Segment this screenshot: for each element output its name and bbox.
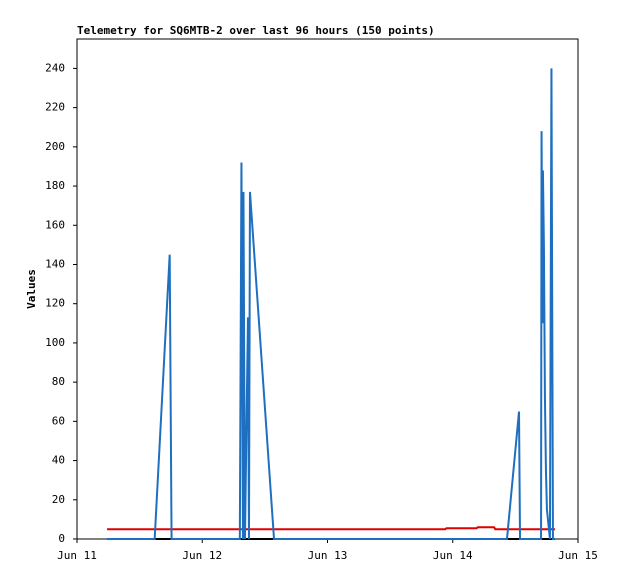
y-tick-label: 20 [52,493,65,506]
y-tick-label: 100 [45,336,65,349]
y-tick-label: 0 [58,532,65,545]
plot-frame [76,38,579,540]
y-tick-label: 140 [45,257,65,270]
y-tick-label: 240 [45,61,65,74]
chart-title: Telemetry for SQ6MTB-2 over last 96 hour… [77,24,435,37]
x-tick-label: Jun 12 [182,549,222,562]
x-tick-label: Jun 14 [433,549,473,562]
y-axis-label: Values [25,269,38,309]
y-tick-label: 120 [45,297,65,310]
x-tick-label: Jun 11 [57,549,97,562]
series-line [107,526,555,531]
y-tick-label: 40 [52,454,65,467]
y-tick-label: 60 [52,414,65,427]
series-line [107,68,555,540]
x-tick-label: Jun 13 [308,549,348,562]
y-tick-label: 220 [45,101,65,114]
y-tick-label: 160 [45,218,65,231]
y-tick-label: 200 [45,140,65,153]
x-tick-label: Jun 15 [558,549,598,562]
y-tick-label: 180 [45,179,65,192]
y-tick-label: 80 [52,375,65,388]
